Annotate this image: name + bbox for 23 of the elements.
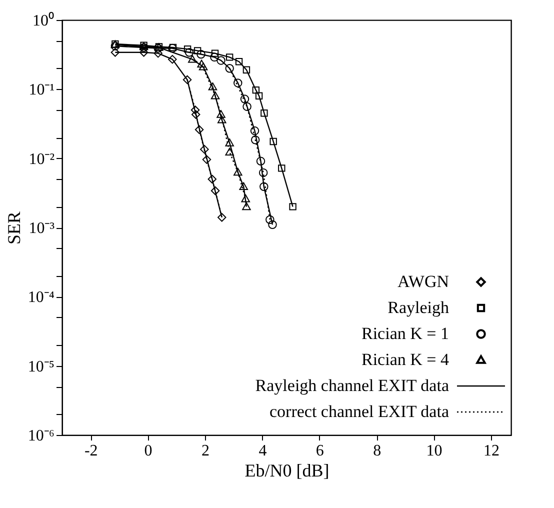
x-tick-label: 8 bbox=[373, 442, 382, 460]
x-tick-label: 6 bbox=[316, 442, 324, 460]
y-tick-label: 10⁻⁶ bbox=[28, 428, 54, 444]
y-tick-label: 10⁻⁴ bbox=[28, 289, 55, 306]
y-tick-label: 10⁻² bbox=[28, 150, 55, 168]
x-tick-label: 12 bbox=[483, 442, 500, 460]
y-axis-title: SER bbox=[4, 211, 24, 245]
y-tick-label: 10⁻⁵ bbox=[28, 358, 54, 376]
legend-label: Rayleigh channel EXIT data bbox=[255, 376, 450, 395]
x-tick-label: 0 bbox=[144, 442, 152, 460]
legend-label: Rayleigh bbox=[388, 298, 450, 317]
y-tick-label: 10⁻¹ bbox=[28, 82, 55, 99]
legend-label: correct channel EXIT data bbox=[269, 402, 450, 421]
y-tick-label: 10⁰ bbox=[32, 12, 54, 30]
y-tick-label: 10⁻³ bbox=[28, 220, 55, 237]
x-axis-title: Eb/N0 [dB] bbox=[244, 460, 330, 480]
legend-label: Rician K = 1 bbox=[362, 324, 449, 343]
legend-label: Rician K = 4 bbox=[362, 350, 450, 369]
x-tick-label: 4 bbox=[258, 442, 267, 460]
x-tick-label: 10 bbox=[426, 442, 442, 460]
x-tick-label: 2 bbox=[201, 442, 210, 460]
x-tick-label: -2 bbox=[84, 442, 98, 460]
legend-label: AWGN bbox=[397, 272, 449, 291]
